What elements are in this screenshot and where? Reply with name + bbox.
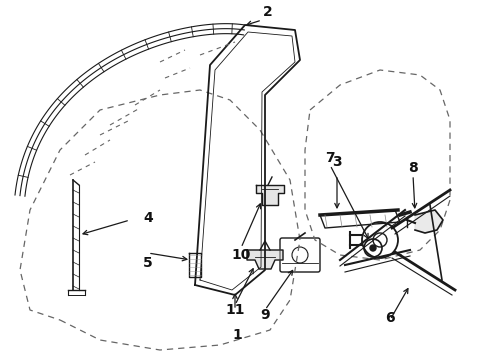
Polygon shape — [256, 185, 284, 205]
Text: 4: 4 — [143, 211, 153, 225]
Text: 6: 6 — [385, 311, 395, 325]
Text: 3: 3 — [332, 155, 342, 169]
Polygon shape — [415, 210, 443, 233]
Text: 2: 2 — [263, 5, 273, 19]
Circle shape — [370, 245, 376, 251]
Text: 5: 5 — [143, 256, 153, 270]
Polygon shape — [247, 250, 283, 269]
Text: 10: 10 — [231, 248, 251, 262]
Text: 11: 11 — [225, 303, 245, 317]
Text: 8: 8 — [408, 161, 418, 175]
Text: 9: 9 — [260, 308, 270, 322]
Text: 7: 7 — [325, 151, 335, 165]
Text: 1: 1 — [232, 328, 242, 342]
